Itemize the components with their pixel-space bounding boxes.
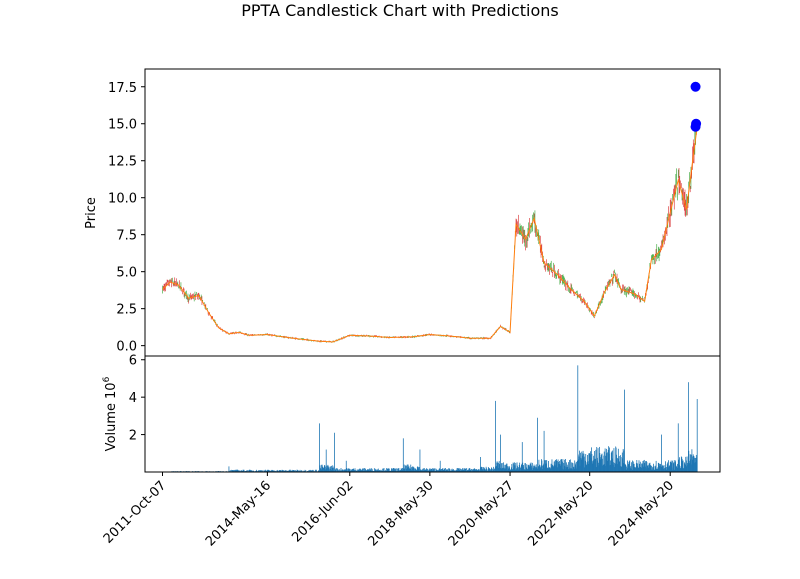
price-panel: 0.0 2.5 5.0 7.5 10.0 12.5 15.0 17.5 Price <box>84 68 721 357</box>
volume-y-label-text: Volume <box>104 403 119 451</box>
price-y-tick-label: 17.5 <box>108 81 137 96</box>
volume-plot-area <box>171 365 698 472</box>
price-y-label: Price <box>84 197 99 229</box>
volume-y-axis: 2 4 6 <box>129 354 145 444</box>
volume-y-label-exponent: 6 <box>102 376 112 382</box>
x-axis: 2011-Oct-07 2014-May-16 2016-Jun-02 2018-Ma… <box>101 472 677 549</box>
price-y-axis: 0.0 2.5 5.0 7.5 10.0 12.5 15.0 17.5 <box>108 81 145 355</box>
candles <box>162 120 697 343</box>
x-tick-label: 2011-Oct-07 <box>101 478 169 546</box>
price-y-tick-label: 7.5 <box>116 229 137 244</box>
price-y-tick-label: 12.5 <box>108 155 137 170</box>
price-y-tick-label: 5.0 <box>116 266 137 281</box>
x-tick-label: 2016-Jun-02 <box>289 478 356 545</box>
price-y-tick-label: 10.0 <box>108 192 137 207</box>
volume-bars <box>171 365 698 472</box>
volume-panel: 2 4 6 Volume106 <box>102 354 721 473</box>
price-y-tick-label: 2.5 <box>116 303 137 318</box>
x-tick-label: 2022-May-20 <box>525 478 596 549</box>
prediction-point <box>690 81 701 92</box>
chart-title: PPTA Candlestick Chart with Predictions <box>241 1 559 20</box>
x-tick-label: 2014-May-16 <box>203 478 274 549</box>
close-price-line <box>162 126 698 343</box>
volume-axes-frame <box>144 355 721 473</box>
price-plot-area <box>162 81 702 343</box>
price-y-tick-label: 0.0 <box>116 340 137 355</box>
x-tick-label: 2018-May-30 <box>366 478 437 549</box>
volume-y-label: Volume106 <box>102 376 119 451</box>
x-tick-label: 2020-May-27 <box>446 478 517 549</box>
price-y-tick-label: 15.0 <box>108 118 137 133</box>
prediction-point <box>691 118 702 129</box>
volume-y-tick-label: 6 <box>129 354 137 369</box>
x-tick-label: 2024-May-20 <box>606 478 677 549</box>
volume-y-tick-label: 2 <box>129 429 137 444</box>
price-axes-frame <box>144 68 721 357</box>
volume-y-tick-label: 4 <box>129 391 137 406</box>
